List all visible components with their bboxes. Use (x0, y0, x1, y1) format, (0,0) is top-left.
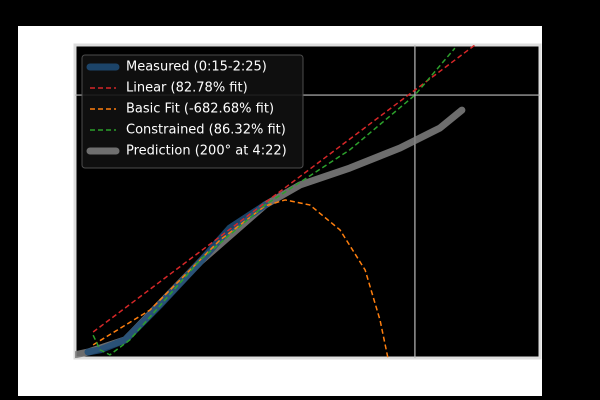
legend-label: Linear (82.78% fit) (126, 81, 248, 96)
legend-box (81, 54, 304, 169)
series-line (92, 199, 389, 358)
legend-label: Constrained (86.32% fit) (126, 123, 286, 138)
legend-label: Measured (0:15-2:25) (126, 60, 267, 75)
axes-frame (73, 43, 542, 360)
legend-label: Basic Fit (-682.68% fit) (126, 102, 274, 117)
series-line (92, 47, 456, 356)
legend-label: Prediction (200° at 4:22) (126, 144, 287, 159)
